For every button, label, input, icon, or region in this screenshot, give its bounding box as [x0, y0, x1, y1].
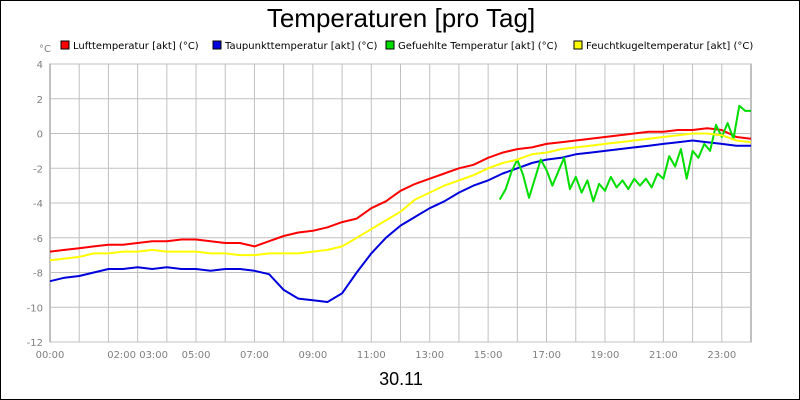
x-tick-label: 15:00: [474, 350, 503, 361]
x-tick-label: 19:00: [591, 350, 620, 361]
x-tick-label: 02:00 03:00: [107, 350, 168, 361]
series-line-2: [49, 139, 751, 303]
x-tick-label: 23:00: [707, 350, 736, 361]
y-tick-label: -2: [33, 164, 43, 175]
chart-title: Temperaturen [pro Tag]: [266, 3, 536, 33]
series-line-3: [498, 104, 751, 203]
y-axis-unit-label: °C: [39, 44, 51, 55]
x-tick-label: 17:00: [532, 350, 561, 361]
legend-label-3: Gefuehlte Temperatur [akt] (°C): [398, 41, 558, 52]
y-tick-label: 4: [37, 60, 43, 71]
legend-label-4: Feuchtkugeltemperatur [akt] (°C): [586, 41, 753, 52]
x-tick-label: 05:00: [182, 350, 211, 361]
series-line-4: [49, 132, 752, 262]
y-tick-label: -12: [27, 338, 43, 349]
x-axis-date-label: 30.11: [379, 369, 423, 389]
x-axis: 00:00 02:00 03:00 05:00 07:00 09:00 11:00 13:0…: [36, 350, 737, 361]
y-tick-label: -4: [33, 199, 43, 210]
y-tick-label: -6: [33, 234, 43, 245]
legend-swatch-3: [385, 40, 395, 50]
y-tick-label: -8: [33, 269, 43, 280]
y-tick-label: 2: [37, 95, 43, 106]
series-lines: [49, 104, 752, 303]
legend-swatch-1: [60, 40, 70, 50]
x-tick-label: 07:00: [240, 350, 269, 361]
legend-label-2: Taupunkttemperatur [akt] (°C): [224, 41, 377, 52]
y-tick-label: 0: [37, 130, 43, 141]
x-tick-label: 13:00: [415, 350, 444, 361]
x-tick-label: 11:00: [357, 350, 386, 361]
x-tick-label: 00:00: [36, 350, 65, 361]
legend-label-1: Lufttemperatur [akt] (°C): [73, 41, 199, 52]
x-tick-label: 21:00: [649, 350, 678, 361]
y-tick-label: -10: [27, 303, 43, 314]
legend: Lufttemperatur [akt] (°C) Taupunkttempera…: [60, 40, 753, 52]
legend-swatch-2: [212, 40, 222, 50]
series-line-1: [49, 127, 752, 253]
x-tick-label: 09:00: [298, 350, 327, 361]
y-axis: 4 2 0 -2 -4 -6 -8 -10 -12: [27, 60, 43, 349]
legend-swatch-4: [573, 40, 583, 50]
